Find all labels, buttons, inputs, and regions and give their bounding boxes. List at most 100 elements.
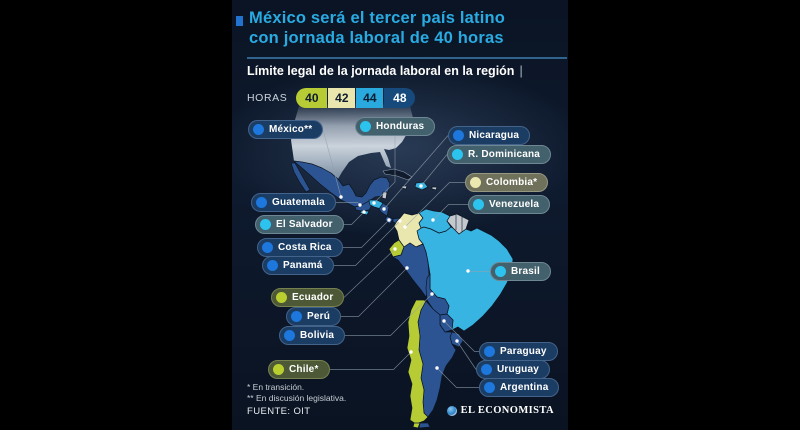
brand-name: EL ECONOMISTA [460,405,554,416]
connector-bolivia [345,293,433,336]
map-dots [339,184,470,370]
country-label-text: Argentina [500,382,549,393]
legend-pills: 40 42 44 48 [296,88,416,108]
connector-argentina [436,367,479,388]
map-dot-brasil [466,269,470,273]
country-puerto-rico [431,186,438,191]
hours-dot-icon [267,260,278,271]
map-dot-peru [405,266,409,270]
hours-dot-icon [452,149,463,160]
tierra-del-fuego-east [418,422,431,429]
map-dot-honduras [372,201,376,205]
country-label-text: Chile* [289,364,319,375]
subtitle-bar: | [519,64,523,78]
hours-dot-icon [256,197,267,208]
hours-dot-icon [273,364,284,375]
country-mexico-baja [290,162,311,193]
connector-lines [322,129,490,388]
connector-chile [330,351,412,370]
country-label-text: Guatemala [272,197,325,208]
country-guatemala [354,200,373,212]
title-divider [247,57,567,59]
chart-subtitle: Límite legal de la jornada laboral en la… [247,64,523,78]
country-label-chile: Chile* [268,360,330,379]
country-label-nicaragua: Nicaragua [448,126,531,145]
map-dot-paraguay [442,319,446,323]
country-label-peru: Perú [286,307,342,326]
connector-r-dominicana [420,154,448,187]
country-guyanas [446,213,470,235]
country-label-text: Brasil [511,266,540,277]
map-dot-venezuela [431,218,435,222]
country-label-text: Honduras [376,121,425,132]
el-economista-logo-icon [446,405,457,416]
connector-panama [334,220,401,266]
country-label-text: Uruguay [497,364,539,375]
country-label-argentina: Argentina [479,378,560,397]
connector-peru [341,267,408,317]
country-label-text: Costa Rica [278,242,332,253]
country-belize [381,191,388,200]
country-label-el-salvador: El Salvador [255,215,344,234]
guyanas-borders [455,215,463,232]
country-label-text: R. Dominicana [468,149,541,160]
hours-dot-icon [484,382,495,393]
map-dot-costa-rica [387,218,391,222]
country-label-text: Ecuador [292,292,334,303]
hours-dot-icon [481,364,492,375]
country-label-ecuador: Ecuador [271,288,345,307]
hours-dot-icon [360,121,371,132]
hours-dot-icon [495,266,506,277]
infographic-panel: México será el tercer país latino con jo… [232,0,568,430]
footnotes: * En transición. ** En discusión legisla… [247,382,346,403]
country-label-costa-rica: Costa Rica [257,238,343,257]
country-label-r-dominicana: R. Dominicana [447,145,552,164]
country-label-text: Bolivia [300,330,335,341]
title-line2: con jornada laboral de 40 horas [249,28,504,47]
legend-pill-44: 44 [356,88,384,108]
country-label-mexico: México** [248,120,324,139]
legend-pill-42: 42 [328,88,356,108]
subtitle-text: Límite legal de la jornada laboral en la… [247,64,515,78]
map-dot-uruguay [455,339,459,343]
title-line1: México será el tercer país latino [249,9,506,27]
country-label-text: Paraguay [500,346,547,357]
page-title: México será el tercer país latino con jo… [249,9,559,48]
country-label-venezuela: Venezuela [468,195,551,214]
hours-dot-icon [262,242,273,253]
legend-pill-40: 40 [296,88,328,108]
map-dot-el-salvador [362,210,366,214]
map-dot-chile [409,350,413,354]
country-venezuela [418,208,452,234]
tierra-del-fuego-west [412,422,421,429]
map-dot-guatemala [358,203,362,207]
hours-dot-icon [276,292,287,303]
brand: EL ECONOMISTA [446,405,554,416]
connector-nicaragua [383,135,449,210]
map-dot-ecuador [393,247,397,251]
source-label: FUENTE: OIT [247,406,311,417]
country-label-uruguay: Uruguay [476,360,550,379]
connector-venezuela [432,204,468,221]
country-label-bolivia: Bolivia [279,326,346,345]
footnote-2: ** En discusión legislativa. [247,392,347,403]
country-label-colombia: Colombia* [465,173,549,192]
connector-costa-rica [343,219,390,248]
map-dot-bolivia [430,292,434,296]
connector-honduras [373,136,396,204]
legend-label: HORAS [247,92,288,104]
country-label-honduras: Honduras [355,117,436,136]
connector-mexico [322,129,342,198]
map-dot-mexico [339,195,343,199]
map-dot-r-dominicana [419,184,423,188]
connector-ecuador [343,248,396,298]
hours-dot-icon [291,311,302,322]
country-label-text: Venezuela [489,199,540,210]
connector-uruguay [456,340,477,370]
hours-dot-icon [453,130,464,141]
map-dot-colombia [403,225,407,229]
country-label-text: Colombia* [486,177,538,188]
map-dot-nicaragua [382,207,386,211]
map-dot-panama [398,219,402,223]
